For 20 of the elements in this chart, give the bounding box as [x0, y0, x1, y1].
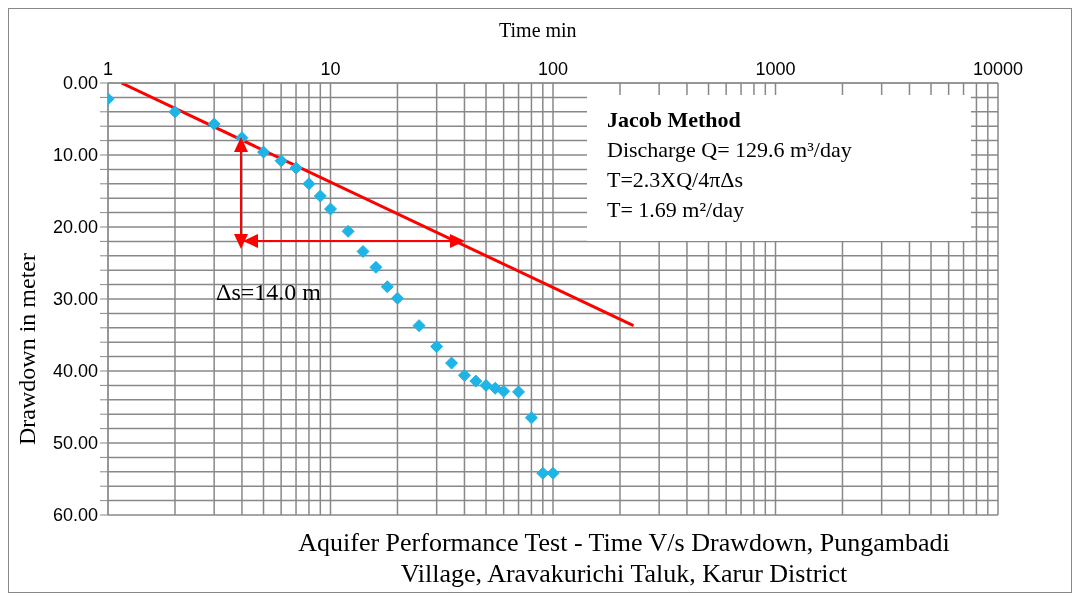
annotation: T= 1.69 m²/day [607, 196, 745, 224]
y-tick-label: 50.00 [52, 433, 98, 454]
y-tick-label: 30.00 [52, 289, 98, 310]
y-tick-label: 60.00 [52, 505, 98, 526]
annotation: Jacob Method [607, 106, 742, 134]
annotation: Discharge Q= 129.6 m³/day [607, 136, 853, 164]
y-tick-label: 40.00 [52, 361, 98, 382]
text: Aquifer Performance Test - Time V/s Drawdown, Pungambadi Village, Aravakurichi Taluk, Karur District [297, 527, 951, 589]
x-tick-label: 1 [102, 59, 114, 79]
x-axis-title: Time min [499, 19, 577, 42]
x-tick-label: 1000 [755, 59, 796, 79]
y-tick-label: 20.00 [52, 217, 98, 238]
annotation: T=2.3XQ/4πΔs [607, 166, 745, 194]
y-axis-title: Drawdown in meter [13, 253, 41, 445]
x-tick-label: 100 [537, 59, 569, 79]
y-tick-label: 0.00 [62, 73, 98, 94]
y-tick-label: 10.00 [52, 145, 98, 166]
annotation: Δs=14.0 m [216, 279, 321, 306]
x-tick-label: 10000 [972, 59, 1024, 79]
x-tick-label: 10 [320, 59, 341, 79]
